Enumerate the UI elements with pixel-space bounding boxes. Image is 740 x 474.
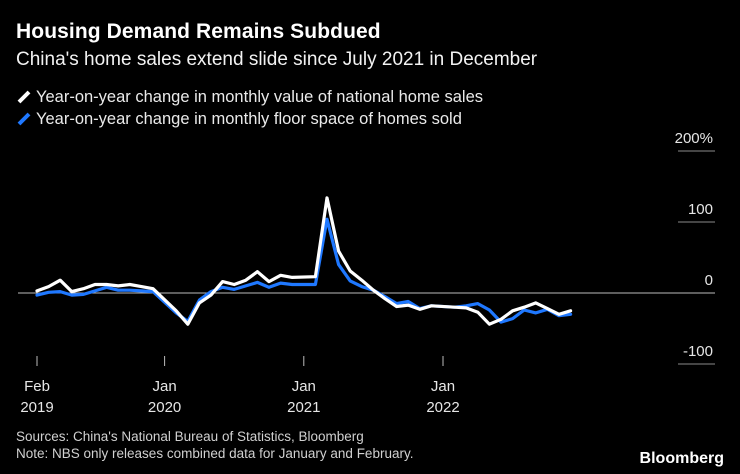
x-tick-label-year: 2022 xyxy=(426,399,459,416)
y-tick-label: 100 xyxy=(688,201,713,218)
x-tick-label-month: Jan xyxy=(153,378,177,395)
x-tick-label-year: 2020 xyxy=(148,399,181,416)
y-tick-label: -100 xyxy=(683,343,713,360)
legend-item-floor-space: Year-on-year change in monthly floor spa… xyxy=(16,108,483,130)
sources-note: Sources: China's National Bureau of Stat… xyxy=(16,429,364,444)
chart-subtitle: China's home sales extend slide since Ju… xyxy=(16,49,538,70)
legend-swatch-floor-space xyxy=(17,112,31,126)
x-tick-label-month: Jan xyxy=(431,378,455,395)
y-tick-label: 0 xyxy=(705,272,713,289)
legend-swatch-value xyxy=(17,90,31,104)
series-line-floor-space xyxy=(35,217,573,324)
x-tick-label-month: Feb xyxy=(24,378,50,395)
footer: Sources: China's National Bureau of Stat… xyxy=(16,428,413,462)
legend-label-value: Year-on-year change in monthly value of … xyxy=(36,87,483,106)
x-tick-label-year: 2019 xyxy=(20,399,53,416)
x-tick-label-month: Jan xyxy=(292,378,316,395)
legend-label-floor-space: Year-on-year change in monthly floor spa… xyxy=(36,109,462,128)
series-line-home-sales-value xyxy=(35,196,573,326)
data-note: Note: NBS only releases combined data fo… xyxy=(16,446,414,461)
y-tick-label: 200% xyxy=(675,130,713,147)
x-tick-label-year: 2021 xyxy=(287,399,320,416)
chart-title: Housing Demand Remains Subdued xyxy=(16,20,381,43)
bloomberg-logo: Bloomberg xyxy=(639,450,724,467)
legend-item-value: Year-on-year change in monthly value of … xyxy=(16,86,483,108)
legend: Year-on-year change in monthly value of … xyxy=(16,86,483,130)
